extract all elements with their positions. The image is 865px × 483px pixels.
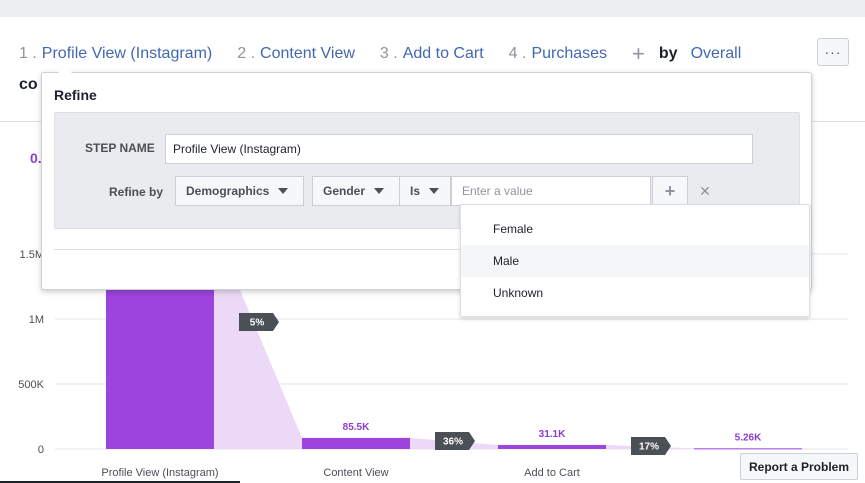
- step-label[interactable]: Content View: [260, 45, 355, 62]
- bar-value-label: 31.1K: [539, 429, 566, 440]
- conversion-rate-badge: [631, 437, 671, 455]
- funnel-step-2[interactable]: 2 . Content View: [237, 45, 355, 63]
- y-tick-label: 1.5M: [20, 249, 44, 261]
- bar-value-label: 5.26K: [735, 432, 762, 443]
- by-label: by: [658, 45, 678, 62]
- x-tick-label: Content View: [323, 467, 388, 479]
- report-problem-button[interactable]: Report a Problem: [740, 453, 858, 480]
- option-unknown[interactable]: Unknown: [493, 286, 544, 300]
- step-label[interactable]: Profile View (Instagram): [41, 45, 213, 62]
- step-name-label: STEP NAME: [85, 141, 155, 155]
- step-number: 1 .: [19, 45, 37, 62]
- chevron-down-icon: [278, 188, 289, 194]
- refine-title: Refine: [54, 87, 97, 103]
- conversion-rate-label: 5%: [250, 318, 265, 329]
- refine-by-label: Refine by: [109, 185, 164, 199]
- funnel-step-4[interactable]: 4 . Purchases: [509, 45, 607, 63]
- conversion-rate-label: 17%: [639, 442, 659, 453]
- y-tick-label: 1M: [29, 314, 44, 326]
- step-name-input[interactable]: [165, 134, 753, 164]
- step-number: 3 .: [379, 45, 398, 62]
- more-options-button[interactable]: ···: [817, 38, 849, 66]
- funnel-step-1[interactable]: 1 . Profile View (Instagram): [19, 45, 212, 63]
- funnel-bar: [302, 437, 410, 449]
- conversion-summary: 0.: [30, 150, 42, 166]
- refine-value-input[interactable]: [451, 176, 651, 206]
- remove-refinement-button[interactable]: ✕: [696, 181, 714, 201]
- chevron-down-icon: [374, 188, 385, 194]
- bottom-edge: [0, 481, 240, 483]
- popover-divider: [54, 249, 800, 250]
- y-tick-label: 500K: [18, 379, 44, 391]
- add-refinement-button[interactable]: +: [652, 176, 688, 206]
- conversion-rate-badge: [435, 432, 475, 450]
- funnel-bar: [694, 448, 802, 450]
- attribute-value: Gender: [323, 184, 366, 198]
- bar-value-label: 85.5K: [343, 422, 370, 433]
- breakdown-selector[interactable]: Overall: [690, 45, 742, 62]
- popover-arrow: [58, 66, 72, 73]
- attribute-dropdown[interactable]: Gender: [312, 176, 400, 206]
- close-icon: ✕: [699, 182, 711, 199]
- x-tick-label: Profile View (Instagram): [101, 467, 218, 479]
- category-dropdown[interactable]: Demographics: [175, 176, 304, 206]
- funnel-bar: [498, 444, 606, 449]
- conversion-rate-badge: [239, 313, 279, 331]
- step-label[interactable]: Purchases: [531, 45, 608, 62]
- step-number: 2 .: [237, 45, 256, 62]
- operator-dropdown[interactable]: Is: [399, 176, 451, 206]
- add-step-icon[interactable]: +: [632, 41, 645, 66]
- option-male[interactable]: Male: [461, 245, 809, 277]
- funnel-step-3[interactable]: 3 . Add to Cart: [380, 45, 484, 63]
- top-strip: [0, 0, 865, 17]
- y-tick-label: 0: [38, 444, 44, 456]
- plus-icon: +: [664, 180, 676, 201]
- chevron-down-icon: [429, 188, 440, 194]
- category-value: Demographics: [186, 184, 270, 198]
- operator-value: Is: [410, 184, 421, 198]
- option-female[interactable]: Female: [493, 222, 534, 236]
- step-number: 4 .: [508, 45, 527, 62]
- x-tick-label: Add to Cart: [524, 467, 580, 479]
- funnel-steps: 1 . Profile View (Instagram) 2 . Content V…: [19, 41, 742, 66]
- step-label[interactable]: Add to Cart: [402, 45, 484, 62]
- conversion-rate-label: 36%: [443, 437, 463, 448]
- chart-subtitle: co: [19, 76, 38, 93]
- value-options-menu: Female Male Unknown: [460, 204, 810, 317]
